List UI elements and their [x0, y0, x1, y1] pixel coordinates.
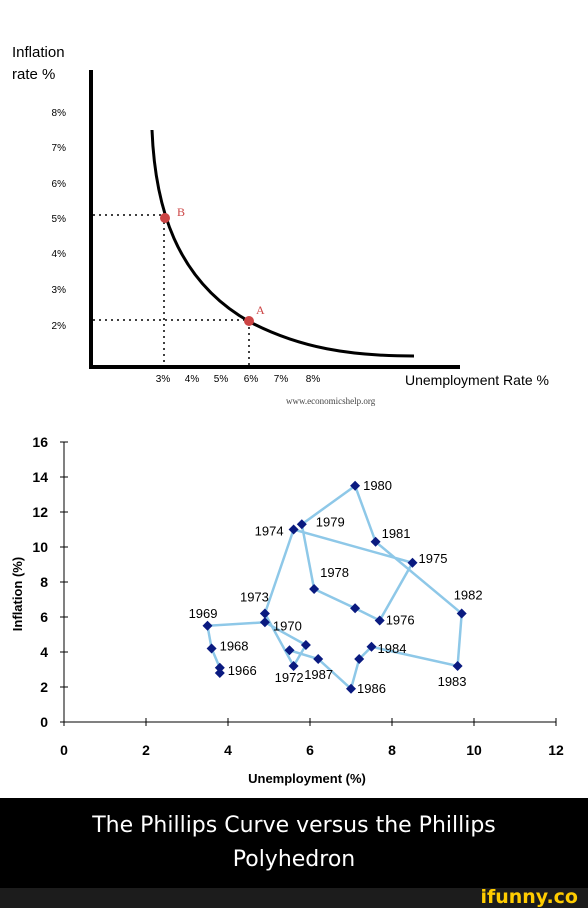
- year-label-1986: 1986: [357, 681, 386, 696]
- phillips-polyhedron-chart: 1980 1979 1974 1981 1975 1978 1982 1976 1973 1969…: [10, 434, 564, 786]
- bottom-x-tick-label: 10: [466, 742, 482, 758]
- year-label-1966: 1966: [228, 663, 257, 678]
- website-credit: www.economicshelp.org: [286, 396, 376, 406]
- bottom-tick-labels: 0 2 4 6 8 10 12 14 16 0 2 4 6 8 10 12: [32, 434, 564, 758]
- year-label-1973: 1973: [240, 590, 269, 605]
- caption-text: The Phillips Curve versus the Phillips P…: [92, 813, 496, 872]
- bottom-x-tick-label: 4: [224, 742, 232, 758]
- year-label-1969: 1969: [189, 606, 218, 621]
- bottom-y-axis-title: Inflation (%): [10, 557, 25, 631]
- year-marker-1975: [407, 557, 418, 568]
- bottom-y-tick-label: 8: [40, 574, 48, 590]
- year-label-1975: 1975: [419, 551, 448, 566]
- year-marker-1973: [259, 608, 270, 619]
- year-label-1987: 1987: [304, 667, 333, 682]
- year-label-1981: 1981: [382, 526, 411, 541]
- year-marker-1982: [456, 608, 467, 619]
- year-marker-1980: [350, 480, 361, 491]
- footer-bar: ifunny.co: [0, 886, 588, 908]
- phillips-curve-chart: Inflation rate % 8% 7% 6% 5% 4% 3% 2% 3% 4% 5% 6%…: [12, 44, 549, 406]
- top-x-tick-labels: 3% 4% 5% 6% 7% 8%: [156, 374, 321, 385]
- top-x-tick-label: 8%: [306, 374, 321, 385]
- year-marker-1969: [202, 620, 213, 631]
- bottom-y-tick-label: 2: [40, 679, 48, 695]
- year-markers: [202, 480, 467, 694]
- bottom-x-tick-label: 6: [306, 742, 314, 758]
- year-marker-1986: [346, 683, 356, 694]
- top-y-tick-label: 6%: [52, 179, 67, 190]
- phillips-curve: [150, 129, 415, 358]
- caption-bar: The Phillips Curve versus the Phillips P…: [0, 798, 588, 888]
- top-y-tick-label: 2%: [52, 321, 67, 332]
- year-label-1984: 1984: [378, 641, 407, 656]
- year-marker-1988: [284, 645, 295, 656]
- year-marker-1987: [313, 654, 324, 664]
- year-label-1968: 1968: [220, 639, 249, 654]
- top-x-tick-label: 4%: [185, 374, 200, 385]
- top-x-tick-label: 5%: [214, 374, 229, 385]
- charts-canvas: Inflation rate % 8% 7% 6% 5% 4% 3% 2% 3% 4% 5% 6%…: [10, 44, 564, 786]
- year-marker-1967: [214, 662, 225, 673]
- year-marker-1971: [300, 640, 311, 650]
- bottom-y-tick-label: 12: [32, 504, 48, 520]
- point-a-label: A: [256, 303, 265, 317]
- top-y-tick-labels: 8% 7% 6% 5% 4% 3% 2%: [52, 108, 67, 332]
- point-b-label: B: [177, 205, 185, 219]
- top-y-axis-title-line1: Inflation: [12, 44, 65, 61]
- ifunny-logo: ifunny.co: [480, 886, 578, 908]
- bottom-y-tick-label: 16: [32, 434, 48, 450]
- top-y-tick-label: 8%: [52, 108, 67, 119]
- bottom-x-tick-label: 12: [548, 742, 564, 758]
- top-y-tick-label: 5%: [52, 214, 67, 225]
- year-marker-1979: [296, 519, 307, 530]
- year-label-1982: 1982: [454, 588, 483, 603]
- point-b: [160, 213, 170, 223]
- year-label-1978: 1978: [320, 565, 349, 580]
- top-y-tick-label: 7%: [52, 143, 67, 154]
- year-marker-1977: [350, 603, 361, 614]
- year-label-1970: 1970: [273, 618, 302, 633]
- year-label-1983: 1983: [438, 674, 467, 689]
- year-label-1972: 1972: [275, 670, 304, 685]
- year-label-1976: 1976: [386, 613, 415, 628]
- bottom-x-tick-label: 0: [60, 742, 68, 758]
- top-y-axis-title-line2: rate %: [12, 66, 55, 83]
- year-marker-1978: [309, 584, 320, 594]
- year-marker-1985: [354, 654, 365, 664]
- point-a: [244, 316, 254, 326]
- year-marker-1972: [288, 661, 299, 671]
- bottom-y-tick-label: 6: [40, 609, 48, 625]
- bottom-x-axis-title: Unemployment (%): [248, 771, 366, 786]
- top-x-tick-label: 3%: [156, 374, 171, 385]
- bottom-y-tick-label: 4: [40, 644, 48, 660]
- top-x-axis-title: Unemployment Rate %: [405, 372, 549, 388]
- year-marker-1981: [370, 536, 381, 547]
- year-marker-1974: [288, 524, 299, 535]
- top-y-tick-label: 3%: [52, 285, 67, 296]
- year-label-1979: 1979: [316, 514, 345, 529]
- bottom-x-tick-label: 2: [142, 742, 150, 758]
- year-labels: 1980 1979 1974 1981 1975 1978 1982 1976 1973 1969…: [189, 478, 483, 696]
- year-label-1980: 1980: [363, 478, 392, 493]
- top-x-tick-label: 7%: [274, 374, 289, 385]
- bottom-y-tick-label: 0: [40, 714, 48, 730]
- year-marker-1984: [366, 641, 377, 652]
- top-y-tick-label: 4%: [52, 249, 67, 260]
- year-marker-1966: [214, 668, 225, 678]
- year-marker-1976: [374, 615, 385, 626]
- year-marker-1983: [452, 661, 463, 671]
- year-label-1974: 1974: [255, 524, 284, 539]
- year-marker-1970: [259, 617, 270, 628]
- bottom-y-tick-label: 14: [32, 469, 48, 485]
- year-marker-1968: [206, 643, 217, 654]
- top-x-tick-label: 6%: [244, 374, 259, 385]
- bottom-x-tick-label: 8: [388, 742, 396, 758]
- bottom-y-tick-label: 10: [32, 539, 48, 555]
